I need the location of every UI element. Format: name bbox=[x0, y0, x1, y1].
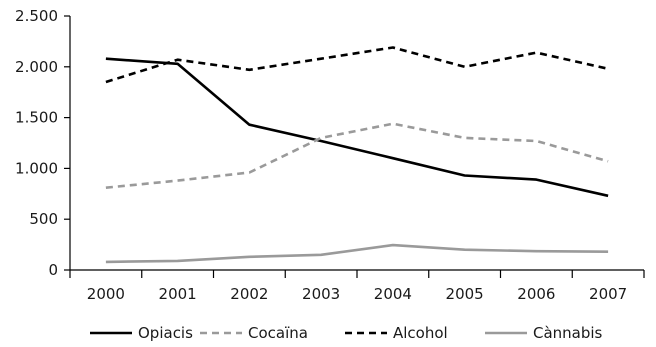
series-line-cànnabis bbox=[105, 243, 609, 264]
x-tick-label: 2005 bbox=[446, 285, 484, 303]
legend-label-cocaïna: Cocaïna bbox=[248, 324, 308, 342]
legend-label-alcohol: Alcohol bbox=[393, 324, 448, 342]
y-tick-label: 0 bbox=[48, 261, 58, 279]
series-line-cocaïna bbox=[105, 122, 609, 189]
y-tick-label: 2.000 bbox=[15, 58, 58, 76]
x-tick-label: 2000 bbox=[87, 285, 125, 303]
legend: Opiacis Cocaïna Alcohol Cànnabis bbox=[90, 324, 603, 342]
axes: 0 500 1.000 1.500 2.000 2.500 2000 2001 2002 2003… bbox=[15, 7, 645, 303]
legend-label-cànnabis: Cànnabis bbox=[533, 324, 603, 342]
series-line-opiacis bbox=[105, 57, 609, 198]
x-tick-label: 2006 bbox=[517, 285, 555, 303]
series-line-alcohol bbox=[105, 46, 609, 84]
legend-label-opiacis: Opiacis bbox=[138, 324, 193, 342]
x-tick-label: 2004 bbox=[374, 285, 412, 303]
series-group bbox=[105, 46, 609, 264]
x-tick-label: 2001 bbox=[159, 285, 197, 303]
y-tick-label: 500 bbox=[29, 210, 58, 228]
y-tick-label: 1.500 bbox=[15, 109, 58, 127]
x-tick-label: 2007 bbox=[589, 285, 627, 303]
y-tick-label: 1.000 bbox=[15, 159, 58, 177]
y-tick-label: 2.500 bbox=[15, 7, 58, 25]
x-tick-label: 2002 bbox=[230, 285, 268, 303]
x-tick-label: 2003 bbox=[302, 285, 340, 303]
